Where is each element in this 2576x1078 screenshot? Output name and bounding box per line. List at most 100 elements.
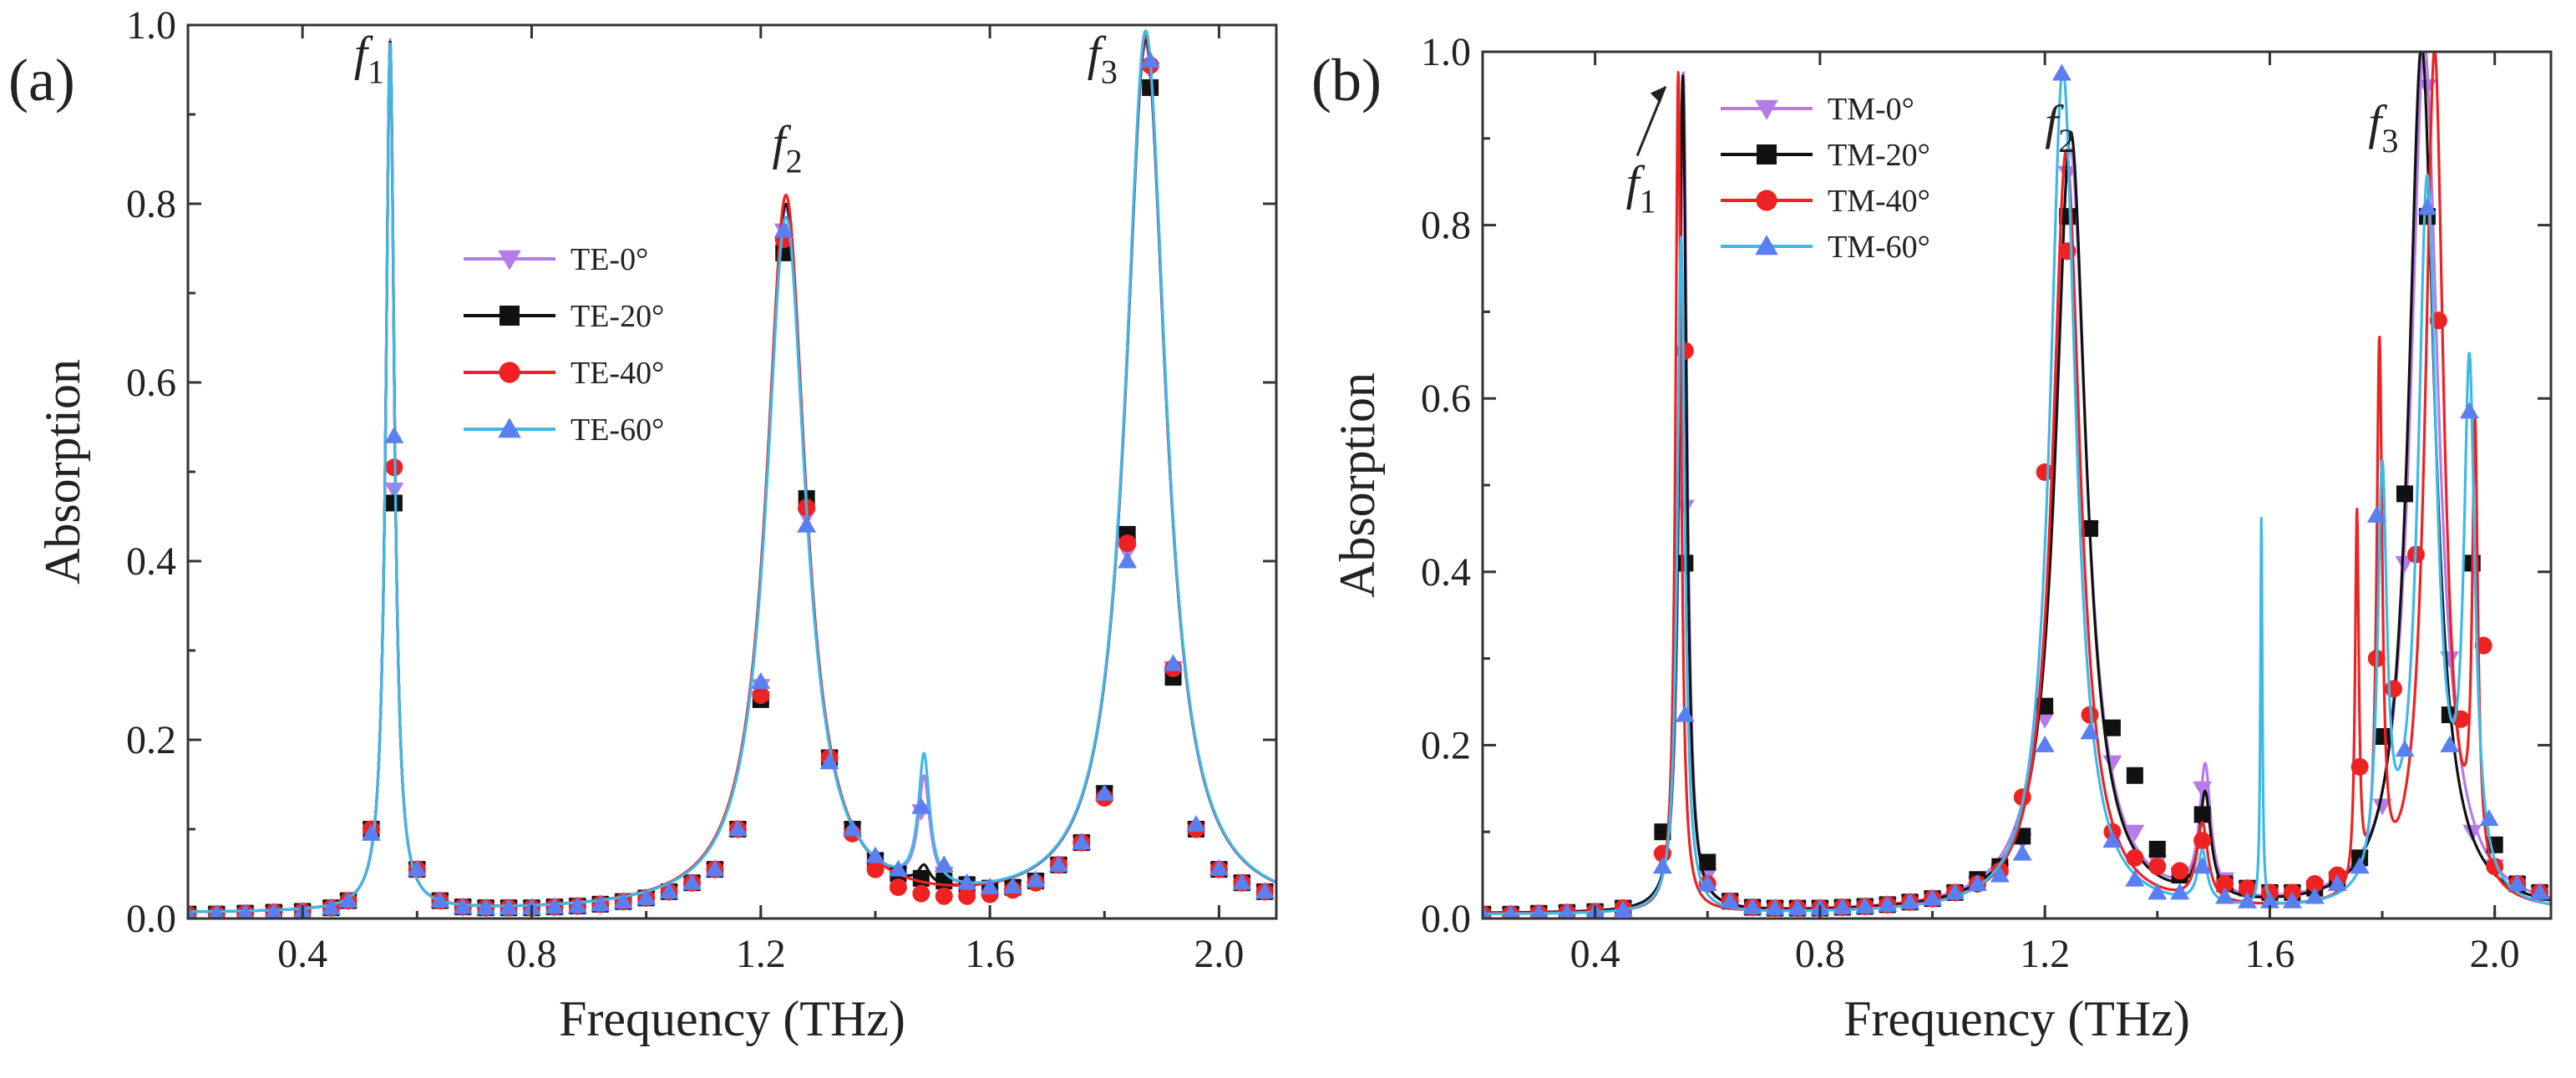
data-point	[453, 897, 473, 914]
series-TE-20°	[188, 38, 1276, 919]
peak-label: f3	[2368, 95, 2398, 159]
y-axis-title: Absorption	[35, 359, 90, 585]
series-line	[188, 38, 1276, 914]
data-point	[2440, 735, 2460, 752]
panel-b: (b) 0.4 0.8 1.2 1.6 2.0 0.0 0.2 0.4 0.6 0.8 1.0 Freq…	[1311, 30, 2553, 1046]
peak-label: f1	[354, 27, 384, 91]
legend-label: TM-60°	[1828, 230, 1930, 265]
data-point	[1699, 853, 1716, 871]
data-point	[1255, 882, 1275, 899]
legend-marker	[1757, 144, 1777, 164]
y-tick-label: 0.6	[1421, 377, 1471, 421]
data-point	[936, 873, 953, 890]
legend-marker	[1755, 99, 1778, 120]
data-point	[752, 686, 770, 704]
series-line	[1483, 67, 2551, 916]
data-point	[636, 888, 657, 905]
data-point	[2125, 824, 2145, 842]
data-point	[1613, 900, 1633, 918]
legend-label: TM-0°	[1828, 92, 1914, 127]
data-point	[2148, 840, 2166, 858]
data-point	[2396, 485, 2413, 503]
data-point	[1483, 904, 1491, 919]
data-point	[2372, 798, 2392, 816]
data-point	[545, 897, 565, 914]
data-point	[2102, 755, 2122, 772]
data-point	[865, 846, 885, 863]
peak-label-subscript: 2	[786, 143, 803, 180]
data-point	[866, 860, 885, 878]
data-point	[2102, 831, 2122, 848]
y-tick-label: 0.8	[1421, 204, 1471, 248]
y-tick-label: 0.0	[1421, 897, 1471, 941]
x-tick-label: 2.0	[2470, 932, 2520, 976]
data-point	[2036, 697, 2054, 715]
data-point	[1900, 892, 1920, 909]
y-tick-label: 0.8	[126, 182, 176, 226]
x-tick-label: 1.2	[736, 932, 786, 976]
legend-marker	[1756, 190, 1777, 211]
panel-label: (a)	[8, 47, 75, 114]
data-point	[208, 904, 225, 919]
data-point	[2327, 873, 2347, 891]
data-point	[407, 859, 427, 877]
data-point	[889, 878, 907, 897]
data-point	[1140, 51, 1160, 68]
data-point	[659, 882, 679, 899]
data-point	[2148, 883, 2168, 900]
legend-marker	[498, 250, 521, 271]
data-point	[2171, 862, 2189, 880]
data-point	[264, 903, 283, 919]
data-point	[1923, 888, 1943, 906]
plot-area	[1483, 52, 2551, 919]
data-point	[338, 891, 358, 908]
legend-marker	[1755, 235, 1778, 256]
panel-label: (b)	[1311, 47, 1382, 114]
data-point	[2012, 843, 2032, 861]
panel-a: (a) 0.4 0.8 1.2 1.6 2.0 0.0 0.2 0.4 0.6 0.8 1.0 Freq…	[8, 3, 1278, 1046]
y-tick-label: 0.0	[126, 897, 176, 941]
legend-label: TE-20°	[570, 299, 664, 334]
data-point	[2036, 463, 2054, 481]
data-point	[1833, 898, 1853, 915]
data-point	[2103, 719, 2121, 736]
data-point	[2193, 806, 2211, 823]
data-point	[935, 887, 953, 905]
x-tick-label: 0.8	[1795, 932, 1845, 976]
data-point	[888, 859, 908, 877]
data-point	[1503, 904, 1519, 919]
data-point	[2395, 740, 2415, 757]
data-point	[1003, 876, 1023, 893]
data-point	[912, 884, 931, 903]
data-point	[2479, 809, 2499, 827]
data-point	[1675, 705, 1695, 722]
data-point	[1765, 898, 1785, 916]
data-point	[1945, 883, 1965, 900]
data-point	[2125, 869, 2145, 887]
x-tick-label: 1.2	[2020, 932, 2070, 976]
x-axis-title: Frequency (THz)	[1843, 991, 2190, 1046]
data-point	[1990, 865, 2010, 883]
data-point	[384, 426, 404, 443]
data-point	[2051, 63, 2071, 81]
data-point	[2350, 857, 2370, 874]
series-TE-60°	[188, 29, 1276, 919]
legend-label: TM-40°	[1828, 184, 1930, 219]
peak-label-subscript: 3	[2381, 122, 2398, 159]
data-point	[912, 869, 930, 887]
data-point	[934, 855, 954, 873]
data-point	[1072, 833, 1092, 850]
data-point	[980, 878, 1000, 895]
peak-label-subscript: 2	[2058, 122, 2075, 159]
data-point	[2193, 781, 2213, 798]
x-tick-label: 0.8	[506, 932, 556, 976]
data-point	[2350, 757, 2369, 776]
data-point	[2126, 767, 2143, 784]
legend-label: TM-20°	[1828, 138, 1930, 173]
x-axis-title: Frequency (THz)	[559, 991, 905, 1046]
data-point	[2170, 883, 2190, 900]
data-point	[1720, 891, 1740, 908]
data-point	[2385, 680, 2403, 698]
y-tick-label: 0.6	[126, 361, 176, 405]
data-point	[957, 873, 977, 890]
